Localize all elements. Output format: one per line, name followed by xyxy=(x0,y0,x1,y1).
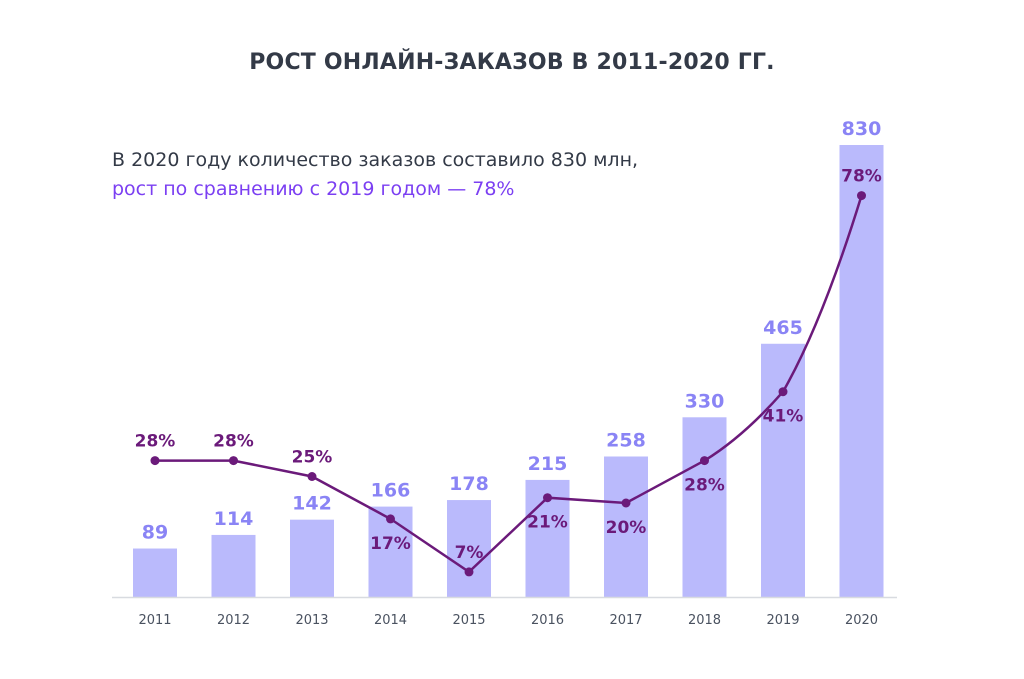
bar-label-2014: 166 xyxy=(371,480,411,502)
x-tick-labels: 2011 2012 2013 2014 2015 2016 2017 2018 2019 2020 xyxy=(138,613,878,628)
growth-point-2012 xyxy=(229,456,238,466)
growth-point-2016 xyxy=(543,493,552,503)
growth-label-2012: 28% xyxy=(213,432,254,452)
growth-label-2019: 41% xyxy=(763,407,804,427)
x-tick-2013: 2013 xyxy=(295,613,328,628)
growth-point-2017 xyxy=(621,498,631,508)
growth-label-2014: 17% xyxy=(370,534,411,554)
bar-2013 xyxy=(290,519,334,597)
bar-2012 xyxy=(211,534,256,597)
bar-2018 xyxy=(682,417,727,597)
bar-2015 xyxy=(447,500,491,597)
bar-value-labels: 89 114 142 166 178 215 258 330 465 830 xyxy=(142,118,882,544)
x-tick-2011: 2011 xyxy=(138,613,171,628)
bar-2019 xyxy=(761,343,805,597)
growth-point-2014 xyxy=(386,514,395,524)
bar-label-2016: 215 xyxy=(528,453,568,475)
x-tick-2016: 2016 xyxy=(531,613,564,628)
x-tick-2019: 2019 xyxy=(766,613,799,628)
growth-point-2013 xyxy=(307,472,317,481)
subtitle-line-2: рост по сравнению с 2019 годом — 78% xyxy=(112,178,515,200)
growth-label-2017: 20% xyxy=(606,518,647,538)
bar-label-2013: 142 xyxy=(292,493,332,515)
bar-label-2011: 89 xyxy=(142,522,168,544)
growth-point-2020 xyxy=(857,191,866,201)
growth-point-2019 xyxy=(778,387,788,397)
growth-point-2015 xyxy=(464,567,474,577)
bar-label-2020: 830 xyxy=(842,118,882,140)
growth-label-2013: 25% xyxy=(292,448,333,468)
growth-point-2018 xyxy=(700,456,709,466)
growth-label-2016: 21% xyxy=(527,513,568,533)
growth-points xyxy=(150,191,866,577)
growth-label-2011: 28% xyxy=(135,432,176,452)
x-tick-2020: 2020 xyxy=(845,613,878,628)
bar-2011 xyxy=(133,548,177,597)
bar-label-2017: 258 xyxy=(606,429,646,451)
growth-labels: 28% 28% 25% 17% 7% 21% 20% 28% 41% 78% xyxy=(135,167,882,563)
bar-label-2019: 465 xyxy=(763,317,803,339)
bar-2017 xyxy=(604,456,648,597)
subtitle-line-1: В 2020 году количество заказов составило… xyxy=(112,149,639,171)
bar-label-2018: 330 xyxy=(685,390,725,412)
growth-label-2018: 28% xyxy=(684,476,725,496)
chart-subtitle: В 2020 году количество заказов составило… xyxy=(112,146,638,204)
bar-label-2012: 114 xyxy=(214,508,254,530)
growth-label-2015: 7% xyxy=(455,543,484,563)
x-tick-2018: 2018 xyxy=(688,613,721,628)
x-tick-2012: 2012 xyxy=(217,613,250,628)
x-tick-2014: 2014 xyxy=(374,613,407,628)
bars-group xyxy=(133,145,884,597)
growth-point-2011 xyxy=(150,456,160,466)
bar-label-2015: 178 xyxy=(449,473,489,495)
growth-line xyxy=(155,195,863,574)
x-tick-2015: 2015 xyxy=(452,613,485,628)
bar-2020 xyxy=(839,145,884,597)
chart-title: РОСТ ОНЛАЙН-ЗАКАЗОВ В 2011-2020 ГГ. xyxy=(249,50,775,75)
growth-label-2020: 78% xyxy=(841,167,882,187)
x-tick-2017: 2017 xyxy=(609,613,642,628)
